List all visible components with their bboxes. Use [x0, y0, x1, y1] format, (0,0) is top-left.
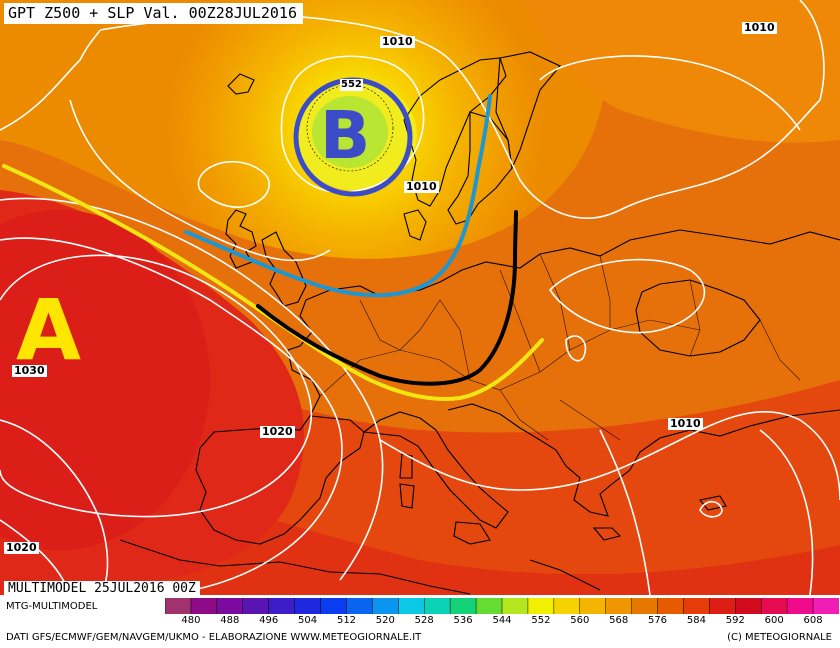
- weather-map: GPT Z500 + SLP Val. 00Z28JUL2016 B A 552…: [0, 0, 840, 595]
- colorbar-swatch: [190, 598, 218, 614]
- colorbar-swatch: [787, 598, 814, 614]
- data-credits: DATI GFS/ECMWF/GEM/NAVGEM/UKMO - ELABORA…: [6, 632, 422, 643]
- colorbar-swatch: [657, 598, 684, 614]
- colorbar-swatch: [216, 598, 244, 614]
- colorbar: [165, 598, 839, 614]
- colorbar-tick-label: 592: [725, 615, 745, 626]
- colorbar-swatch: [553, 598, 581, 614]
- colorbar-swatch: [735, 598, 762, 614]
- colorbar-tick-label: 576: [647, 615, 668, 626]
- field-high-core: [0, 210, 210, 550]
- model-run-label: MULTIMODEL 25JUL2016 00Z: [4, 581, 200, 595]
- colorbar-swatch: [242, 598, 270, 614]
- colorbar-swatch: [268, 598, 296, 614]
- colorbar-swatch: [320, 598, 347, 614]
- trough-line-black: [256, 210, 518, 386]
- colorbar-tick-label: 496: [259, 615, 279, 626]
- colorbar-tick-label: 512: [336, 615, 357, 626]
- colorbar-swatch: [683, 598, 710, 614]
- colorbar-tick-label: 608: [803, 615, 823, 626]
- colorbar-swatch: [813, 598, 839, 614]
- copyright: (C) METEOGIORNALE: [727, 632, 832, 643]
- isobar-label-atlantic-1030: 1030: [12, 364, 47, 377]
- colorbar-tick-label: 552: [531, 615, 551, 626]
- colorbar-swatch: [372, 598, 399, 614]
- colorbar-swatch: [605, 598, 633, 614]
- isobar-label-east-1010: 1010: [668, 417, 703, 430]
- model-name: MTG-MULTIMODEL: [6, 601, 98, 612]
- colorbar-swatch: [761, 598, 788, 614]
- geopotential-label-552: 552: [340, 79, 363, 91]
- colorbar-swatch: [294, 598, 322, 614]
- high-center-letter: A: [16, 281, 82, 379]
- colorbar-swatch: [165, 598, 192, 614]
- colorbar-tick-label: 520: [375, 615, 395, 626]
- colorbar-tick-label: 488: [220, 615, 240, 626]
- isobar-label-southwest-1020: 1020: [4, 541, 39, 554]
- colorbar-tick-label: 568: [609, 615, 629, 626]
- colorbar-tick-label: 544: [492, 615, 512, 626]
- colorbar-swatch: [476, 598, 503, 614]
- colorbar-swatch: [631, 598, 659, 614]
- colorbar-tick-label: 600: [764, 615, 784, 626]
- isobar-label-iberia-1020: 1020: [260, 425, 295, 438]
- field-544-core: [312, 96, 388, 168]
- isobar-label-top-1010: 1010: [380, 35, 415, 48]
- map-title: GPT Z500 + SLP Val. 00Z28JUL2016: [4, 3, 303, 24]
- colorbar-swatch: [502, 598, 529, 614]
- colorbar-tick-label: 504: [298, 615, 318, 626]
- colorbar-swatch: [450, 598, 477, 614]
- colorbar-tick-label: 480: [181, 615, 201, 626]
- colorbar-tick-label: 584: [686, 615, 706, 626]
- colorbar-swatch: [579, 598, 607, 614]
- trough-line-blue: [184, 94, 492, 298]
- colorbar-swatch: [527, 598, 555, 614]
- colorbar-tick-label: 560: [570, 615, 590, 626]
- colorbar-swatch: [346, 598, 373, 614]
- borders: [319, 253, 801, 441]
- field-north-orange: [520, 0, 840, 143]
- low-552-ring: [306, 84, 394, 172]
- colorbar-tick-label: 528: [414, 615, 434, 626]
- footer: MTG-MULTIMODEL 480 488 496 504 512 520 528 536 5…: [0, 595, 840, 648]
- colorbar-swatch: [398, 598, 425, 614]
- colorbar-tick-label: 536: [453, 615, 473, 626]
- ridge-line-yellow: [2, 164, 544, 402]
- low-center-letter: B: [320, 97, 371, 174]
- colorbar-swatch: [709, 598, 736, 614]
- colorbar-swatch: [424, 598, 451, 614]
- isobar-label-topright-1010: 1010: [742, 21, 777, 34]
- isobar-label-north-1010: 1010: [404, 180, 439, 193]
